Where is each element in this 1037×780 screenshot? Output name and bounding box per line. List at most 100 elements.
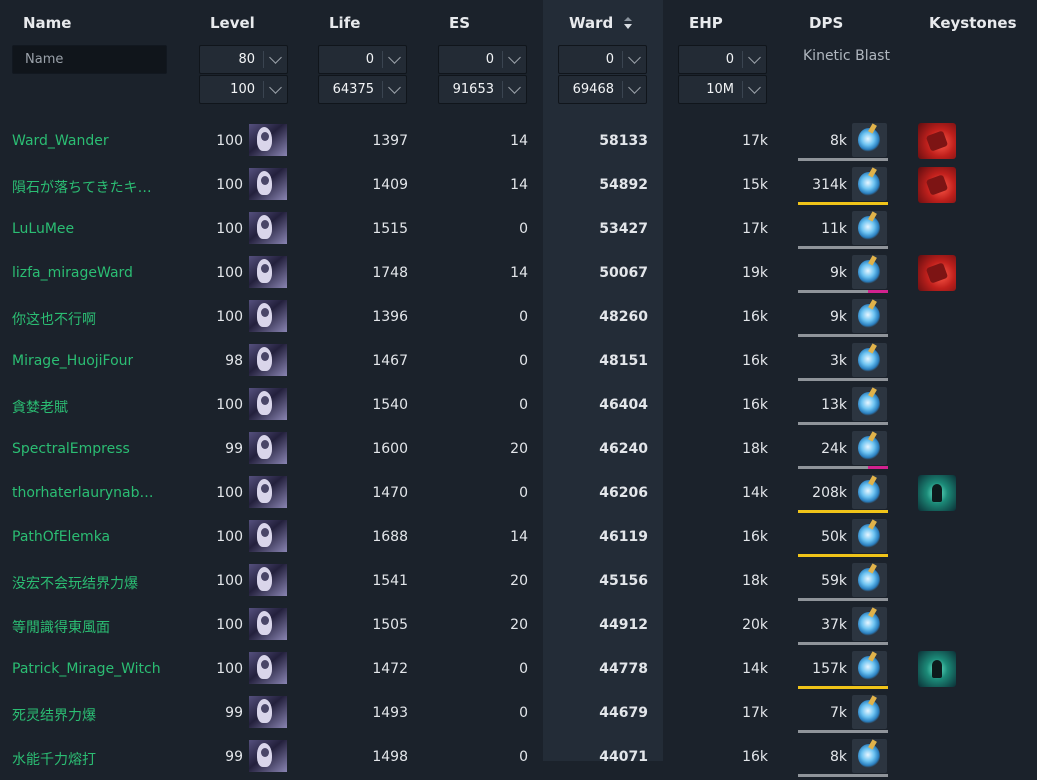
dps-bar: [798, 510, 888, 513]
ehp-max-select[interactable]: 10M: [678, 75, 767, 104]
ward-value: 54892: [599, 177, 648, 193]
dps-bar: [798, 686, 888, 689]
character-name-link[interactable]: SpectralEmpress: [12, 441, 130, 457]
character-portrait-icon: [249, 740, 287, 772]
level-value: 98: [225, 353, 243, 369]
level-value: 100: [216, 573, 243, 589]
es-value: 20: [510, 441, 528, 457]
life-value: 1409: [372, 177, 408, 193]
ward-value: 48151: [599, 353, 648, 369]
character-name-link[interactable]: 没宏不会玩结界力爆: [12, 576, 138, 592]
kinetic-blast-icon: [852, 299, 887, 333]
dps-bar: [798, 730, 888, 733]
ehp-value: 16k: [742, 397, 768, 413]
character-name-link[interactable]: 等閒識得東風面: [12, 620, 110, 636]
table-row: Mirage_HuojiFour 98 1467 0 48151 16k 3k: [0, 340, 1037, 384]
column-header-level[interactable]: Level: [210, 14, 255, 32]
kinetic-blast-icon: [852, 607, 887, 641]
es-value: 14: [510, 133, 528, 149]
column-header-ward[interactable]: Ward: [569, 14, 614, 32]
life-value: 1396: [372, 309, 408, 325]
ward-min-value: 0: [605, 52, 614, 67]
table-row: 隕石が落ちてきたキ… 100 1409 14 54892 15k 314k: [0, 164, 1037, 208]
chevron-down-icon: [508, 51, 521, 64]
column-header-es[interactable]: ES: [449, 14, 471, 32]
column-header-life[interactable]: Life: [329, 14, 361, 32]
es-value: 0: [519, 749, 528, 765]
column-header-ehp[interactable]: EHP: [689, 14, 723, 32]
dps-value: 314k: [812, 177, 847, 193]
chevron-down-icon: [748, 51, 761, 64]
kinetic-blast-icon: [852, 651, 887, 685]
ehp-min-select[interactable]: 0: [678, 45, 767, 74]
life-max-select[interactable]: 64375: [318, 75, 407, 104]
life-min-value: 0: [365, 52, 374, 67]
character-name-link[interactable]: PathOfElemka: [12, 529, 111, 545]
level-value: 100: [216, 309, 243, 325]
character-portrait-icon: [249, 168, 287, 200]
keystone-icon[interactable]: [918, 475, 956, 511]
life-value: 1493: [372, 705, 408, 721]
life-value: 1748: [372, 265, 408, 281]
name-filter-input[interactable]: [12, 45, 167, 74]
chevron-down-icon: [508, 81, 521, 94]
character-name-link[interactable]: 隕石が落ちてきたキ…: [12, 180, 152, 196]
dps-bar: [798, 334, 888, 337]
column-header-name[interactable]: Name: [23, 14, 72, 32]
chevron-down-icon: [748, 81, 761, 94]
character-portrait-icon: [249, 652, 287, 684]
ehp-value: 17k: [742, 705, 768, 721]
keystone-icon[interactable]: [918, 651, 956, 687]
sort-descending-icon[interactable]: [623, 17, 633, 31]
chevron-down-icon: [628, 51, 641, 64]
character-name-link[interactable]: Mirage_HuojiFour: [12, 353, 134, 369]
kinetic-blast-icon: [852, 519, 887, 553]
character-portrait-icon: [249, 256, 287, 288]
dps-value: 208k: [812, 485, 847, 501]
character-name-link[interactable]: 貪婪老賦: [12, 400, 68, 416]
table-row: lizfa_mirageWard 100 1748 14 50067 19k 9k: [0, 252, 1037, 296]
keystone-icon[interactable]: [918, 123, 956, 159]
character-name-link[interactable]: lizfa_mirageWard: [12, 265, 133, 281]
life-value: 1470: [372, 485, 408, 501]
character-name-link[interactable]: Patrick_Mirage_Witch: [12, 661, 161, 677]
dps-value: 157k: [812, 661, 847, 677]
es-value: 20: [510, 573, 528, 589]
es-max-select[interactable]: 91653: [438, 75, 527, 104]
level-min-select[interactable]: 80: [199, 45, 288, 74]
keystone-icon[interactable]: [918, 255, 956, 291]
level-value: 100: [216, 133, 243, 149]
keystone-icon[interactable]: [918, 167, 956, 203]
es-value: 0: [519, 353, 528, 369]
ward-min-select[interactable]: 0: [558, 45, 647, 74]
level-max-select[interactable]: 100: [199, 75, 288, 104]
character-name-link[interactable]: 水能千力熔打: [12, 752, 96, 768]
ward-max-select[interactable]: 69468: [558, 75, 647, 104]
character-name-link[interactable]: LuLuMee: [12, 221, 75, 237]
ward-value: 44679: [599, 705, 648, 721]
character-name-link[interactable]: 你这也不行啊: [12, 312, 96, 328]
ward-value: 46206: [599, 485, 648, 501]
kinetic-blast-icon: [852, 123, 887, 157]
character-portrait-icon: [249, 124, 287, 156]
ehp-value: 20k: [742, 617, 768, 633]
life-value: 1541: [372, 573, 408, 589]
character-name-link[interactable]: Ward_Wander: [12, 133, 109, 149]
es-value: 0: [519, 661, 528, 677]
life-min-select[interactable]: 0: [318, 45, 407, 74]
kinetic-blast-icon: [852, 475, 887, 509]
character-name-link[interactable]: 死灵结界力爆: [12, 708, 96, 724]
life-value: 1688: [372, 529, 408, 545]
character-portrait-icon: [249, 476, 287, 508]
es-min-select[interactable]: 0: [438, 45, 527, 74]
column-header-dps[interactable]: DPS: [809, 14, 844, 32]
dps-bar: [798, 378, 888, 381]
ward-value: 44912: [599, 617, 648, 633]
es-value: 14: [510, 265, 528, 281]
column-header-keystones[interactable]: Keystones: [929, 14, 1017, 32]
ward-value: 44778: [599, 661, 648, 677]
level-value: 100: [216, 397, 243, 413]
dps-value: 9k: [829, 265, 847, 281]
ward-value: 46119: [599, 529, 648, 545]
character-name-link[interactable]: thorhaterlaurynabuser: [12, 485, 162, 501]
